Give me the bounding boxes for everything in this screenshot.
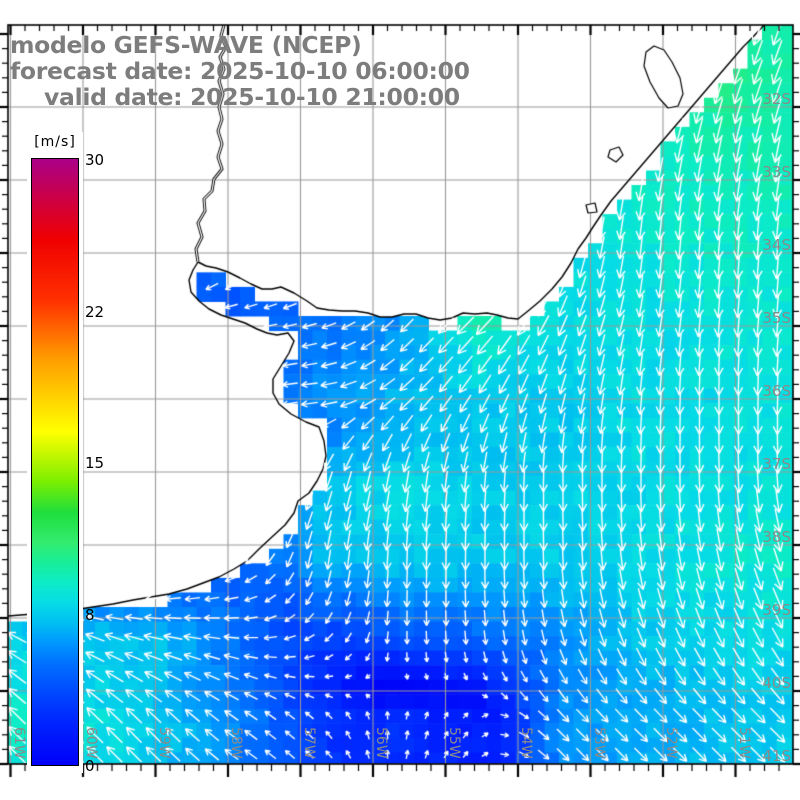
colorbar-tick-label: 0	[85, 757, 95, 775]
colorbar-tick-label: 22	[85, 302, 105, 321]
lat-label: 36S	[762, 382, 791, 400]
lat-label: 35S	[762, 309, 791, 327]
lon-label: 52W	[663, 727, 679, 759]
lat-label: 38S	[762, 528, 791, 546]
lon-label: 57W	[300, 727, 317, 759]
lon-label: 53W	[590, 727, 607, 759]
forecast-date: forecast date: 2025-10-10 06:00:00	[10, 57, 470, 85]
valid-date: valid date: 2025-10-10 21:00:00	[44, 83, 460, 111]
lon-label: 58W	[228, 727, 244, 759]
lat-label: 37S	[762, 455, 791, 473]
lon-label: 60W	[83, 727, 99, 759]
lon-label: 55W	[445, 727, 462, 759]
colorbar-tick-label: 15	[85, 454, 105, 472]
colorbar: [m/s]	[27, 132, 83, 773]
colorbar-unit-label: [m/s]	[34, 134, 76, 150]
lon-label: 61W	[10, 727, 27, 759]
lon-label: 51W	[735, 727, 752, 759]
model-title: modelo GEFS-WAVE (NCEP)	[10, 31, 362, 59]
colorbar-gradient	[31, 158, 80, 767]
lon-label: 56W	[373, 727, 389, 759]
lat-label: 40S	[762, 674, 791, 692]
lat-label: 34S	[762, 236, 791, 254]
lon-label: 54W	[518, 727, 534, 759]
colorbar-tick-label: 30	[85, 151, 105, 169]
lat-label: 41S	[762, 747, 791, 765]
lon-label: 59W	[155, 727, 172, 759]
lat-label: 33S	[762, 163, 791, 181]
lat-label: 39S	[762, 601, 791, 619]
colorbar-tick-label: 8	[85, 605, 95, 624]
lat-label: 32S	[762, 90, 791, 108]
